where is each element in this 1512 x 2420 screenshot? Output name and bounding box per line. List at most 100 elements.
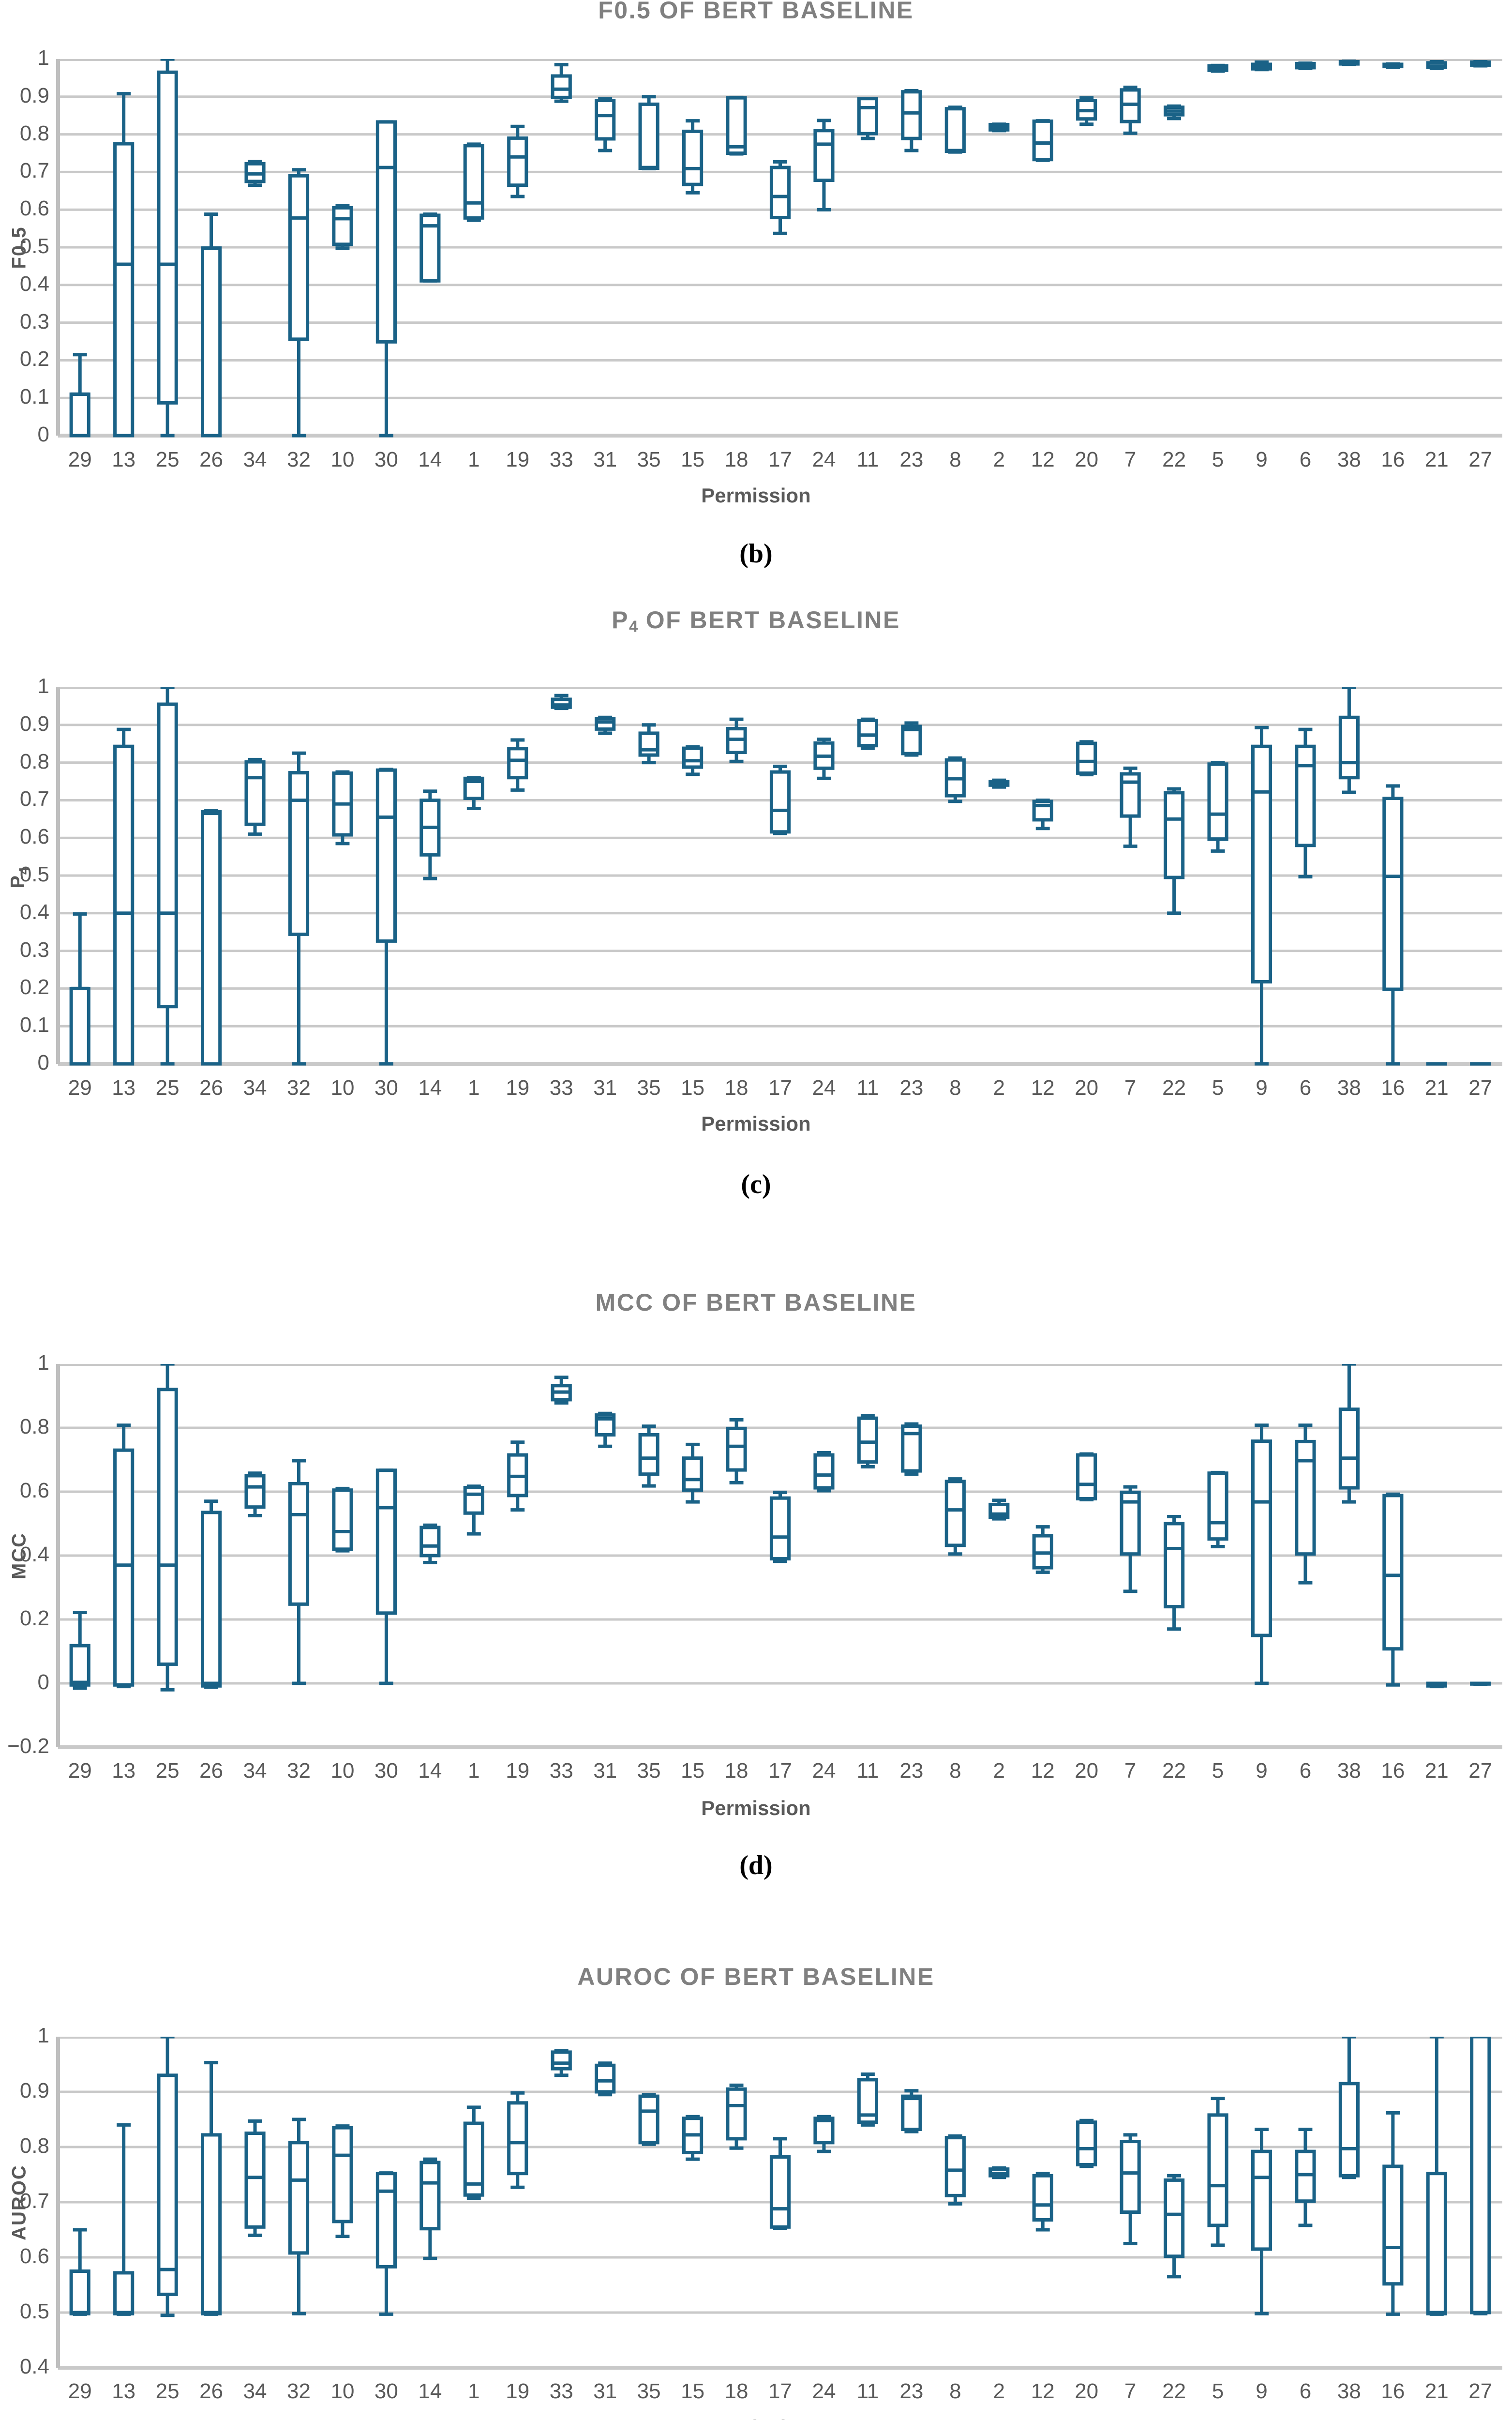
x-axis-title: Permission bbox=[701, 1112, 811, 1135]
x-axis-tick-label: 21 bbox=[1424, 1759, 1449, 1783]
x-axis-tick-label: 33 bbox=[549, 2379, 573, 2403]
box-plot-1 bbox=[463, 776, 484, 811]
x-axis-tick-label: 18 bbox=[724, 2379, 749, 2403]
x-axis-tick-label: 22 bbox=[1162, 1759, 1186, 1783]
box-plot-9 bbox=[1251, 1423, 1272, 1685]
y-axis-tick-label: 0.2 bbox=[19, 975, 49, 999]
x-axis-tick-label: 15 bbox=[681, 2379, 705, 2403]
x-axis-tick-label: 20 bbox=[1075, 2379, 1099, 2403]
box-plot-22 bbox=[1164, 2174, 1185, 2279]
box-plot-38 bbox=[1338, 1364, 1360, 1504]
x-axis-tick-label: 10 bbox=[330, 1076, 355, 1100]
x-axis-tick-label: 38 bbox=[1337, 2379, 1361, 2403]
x-axis-tick-label: 35 bbox=[637, 448, 661, 471]
box-plot-34 bbox=[244, 2119, 266, 2237]
box-plot-12 bbox=[1032, 119, 1053, 162]
box-plot-32 bbox=[288, 168, 310, 438]
box-plot-33 bbox=[551, 2049, 572, 2077]
x-axis-tick-label: 30 bbox=[374, 448, 398, 471]
x-axis-tick-label: 38 bbox=[1337, 1759, 1361, 1783]
box-plot-26 bbox=[201, 2061, 222, 2316]
box-plot-18 bbox=[726, 95, 747, 156]
box-plot-15 bbox=[682, 745, 704, 776]
figure-caption: (b) bbox=[739, 539, 773, 569]
box-plot-17 bbox=[769, 1490, 791, 1563]
box-plot-6 bbox=[1295, 2128, 1316, 2227]
x-axis-tick-label: 34 bbox=[243, 2379, 267, 2403]
y-axis-tick-label: 1 bbox=[37, 46, 49, 70]
box-plot-12 bbox=[1032, 2172, 1053, 2232]
x-axis-tick-label: 2 bbox=[993, 2379, 1005, 2403]
box-plot-2 bbox=[988, 778, 1010, 789]
box-plot-10 bbox=[332, 204, 353, 250]
y-axis-title: MCC bbox=[8, 1532, 30, 1580]
x-axis-tick-label: 11 bbox=[856, 2379, 879, 2403]
y-axis-tick-label: 0.9 bbox=[19, 83, 49, 107]
box-plot-29 bbox=[69, 2228, 90, 2316]
box-plot-26 bbox=[201, 809, 222, 1066]
x-axis-tick-label: 16 bbox=[1381, 1076, 1405, 1100]
y-axis-tick-label: 0.6 bbox=[19, 2244, 49, 2268]
box-plot-18 bbox=[726, 2083, 747, 2150]
box-plot-2 bbox=[988, 122, 1010, 133]
box-plot-12 bbox=[1032, 798, 1053, 831]
y-axis-tick-label: 0.1 bbox=[19, 1013, 49, 1037]
y-axis-tick-label: 0.8 bbox=[19, 121, 49, 145]
x-axis-tick-label: 18 bbox=[724, 1759, 749, 1783]
box-plot-17 bbox=[769, 160, 791, 235]
x-axis-tick-label: 11 bbox=[856, 448, 879, 471]
box-plot-25 bbox=[157, 59, 178, 438]
box-plot-17 bbox=[769, 764, 791, 835]
y-axis-tick-label: 0.8 bbox=[19, 1415, 49, 1438]
box-plot-32 bbox=[288, 751, 310, 1066]
box-plot-11 bbox=[857, 717, 879, 750]
box-plot-15 bbox=[682, 2115, 704, 2161]
box-plot-8 bbox=[944, 1477, 966, 1556]
chart-title: F0.5 OF BERT BASELINE bbox=[598, 0, 914, 24]
y-axis-title: AUROC bbox=[8, 2164, 30, 2240]
x-axis-tick-label: 13 bbox=[112, 1759, 136, 1783]
x-axis-tick-label: 7 bbox=[1124, 2379, 1137, 2403]
box-plot-2 bbox=[988, 1498, 1010, 1521]
x-axis-tick-label: 7 bbox=[1124, 448, 1137, 471]
x-axis-tick-label: 23 bbox=[899, 1759, 924, 1783]
box-plot-16 bbox=[1382, 2111, 1404, 2316]
x-axis-tick-label: 17 bbox=[768, 2379, 792, 2403]
x-axis-tick-label: 14 bbox=[418, 448, 442, 471]
box-plot-15 bbox=[682, 1442, 704, 1504]
chart-title: MCC OF BERT BASELINE bbox=[595, 1289, 917, 1316]
box-plot-23 bbox=[901, 89, 922, 152]
x-axis-tick-label: 27 bbox=[1468, 448, 1493, 471]
box-plot-35 bbox=[638, 2093, 659, 2146]
box-plot-34 bbox=[244, 757, 266, 836]
x-axis-tick-label: 20 bbox=[1075, 448, 1099, 471]
y-axis-tick-label: 0.4 bbox=[19, 272, 49, 296]
box-plot-33 bbox=[551, 694, 572, 711]
box-plot-31 bbox=[595, 2061, 616, 2097]
x-axis-tick-label: 16 bbox=[1381, 2379, 1405, 2403]
box-plot-12 bbox=[1032, 1525, 1053, 1574]
y-axis-tick-label: 0.2 bbox=[19, 347, 49, 371]
box-plot-18 bbox=[726, 1418, 747, 1485]
x-axis-tick-label: 38 bbox=[1337, 448, 1361, 471]
y-axis-tick-label: 0.7 bbox=[19, 159, 49, 183]
x-axis-tick-label: 23 bbox=[899, 1076, 924, 1100]
box-plot-30 bbox=[375, 2171, 397, 2316]
x-axis-tick-label: 8 bbox=[949, 2379, 961, 2403]
y-axis-tick-label: 0 bbox=[37, 1670, 49, 1694]
box-plot-33 bbox=[551, 1376, 572, 1405]
y-axis-tick-label: 1 bbox=[37, 2024, 49, 2047]
x-axis-tick-label: 16 bbox=[1381, 448, 1405, 471]
box-plot-30 bbox=[375, 120, 397, 438]
x-axis-tick-label: 26 bbox=[199, 2379, 224, 2403]
y-axis-tick-label: 0.6 bbox=[19, 1479, 49, 1502]
x-axis-tick-label: 19 bbox=[506, 2379, 530, 2403]
x-axis-tick-label: 17 bbox=[768, 1076, 792, 1100]
box-plot-5 bbox=[1207, 63, 1228, 73]
x-axis-tick-label: 20 bbox=[1075, 1076, 1099, 1100]
box-plot-19 bbox=[507, 2091, 528, 2189]
x-axis-tick-label: 29 bbox=[68, 448, 92, 471]
box-plot-13 bbox=[113, 727, 135, 1066]
box-plot-38 bbox=[1338, 687, 1360, 794]
